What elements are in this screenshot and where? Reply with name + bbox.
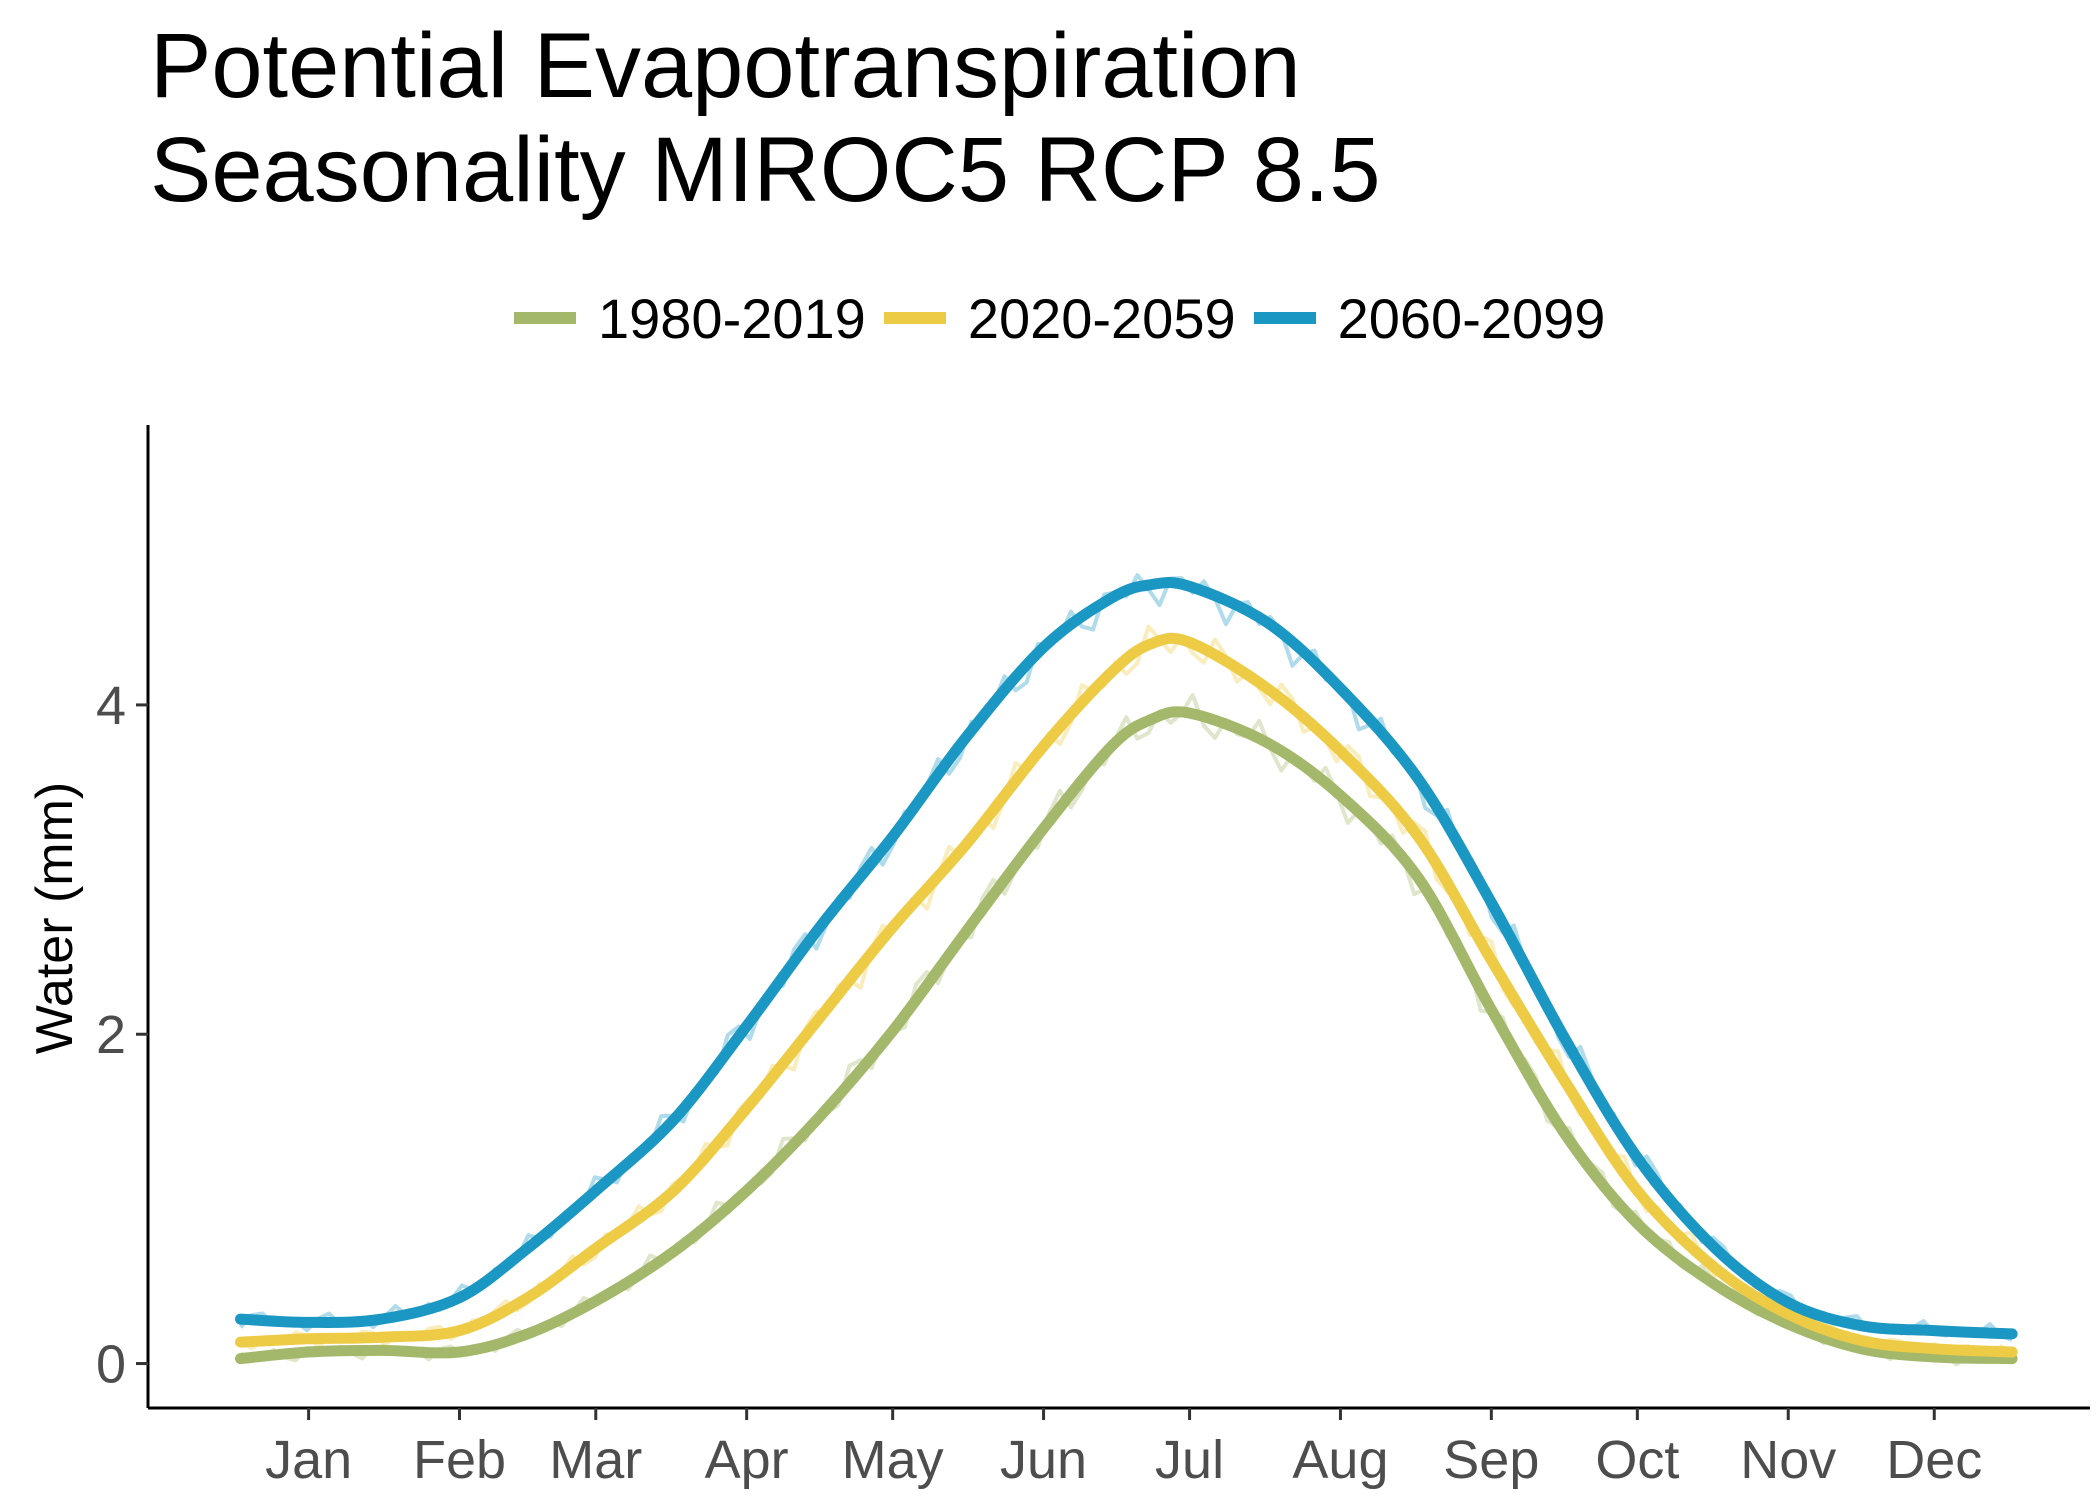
legend-item-2020-2059: 2020-2059	[883, 286, 1236, 351]
x-tick-label-mar: Mar	[549, 1430, 642, 1490]
chart-title-line-1: Potential Evapotranspiration	[150, 15, 1301, 117]
legend-label-2060-2099: 2060-2099	[1337, 286, 1606, 350]
legend-key-2060-2099	[1253, 312, 1316, 324]
legend-key-1980-2019	[514, 312, 576, 324]
x-tick-label-jan: Jan	[265, 1430, 352, 1490]
x-tick-label-feb: Feb	[413, 1430, 506, 1490]
axes	[146, 425, 2090, 1410]
series-line-1980-2019	[235, 706, 2018, 1365]
x-tick-label-sep: Sep	[1443, 1430, 1539, 1490]
x-tick-label-oct: Oct	[1595, 1430, 1679, 1490]
series-group	[235, 573, 2018, 1367]
legend-label-2020-2059: 2020-2059	[967, 286, 1236, 350]
legend-item-2060-2099: 2060-2099	[1253, 286, 1606, 351]
y-axis-title: Water (mm)	[26, 782, 84, 1054]
x-tick-label-jun: Jun	[1000, 1430, 1087, 1490]
y-tick-label-0: 0	[96, 1335, 126, 1395]
chart-title: Potential Evapotranspiration Seasonality…	[150, 14, 1381, 222]
x-tick-label-dec: Dec	[1886, 1430, 1982, 1490]
series-line-2060-2099	[235, 576, 2018, 1340]
y-tick-label-4: 4	[96, 676, 126, 736]
legend-label-1980-2019: 1980-2019	[598, 286, 866, 350]
x-tick-label-nov: Nov	[1740, 1430, 1836, 1490]
x-tick-label-apr: Apr	[705, 1430, 789, 1490]
series-raw-2060-2099	[239, 573, 2013, 1342]
legend-item-1980-2019: 1980-2019	[514, 286, 866, 351]
y-ticks: 0 2 4	[96, 676, 148, 1395]
y-tick-label-2: 2	[96, 1005, 126, 1065]
x-ticks: Jan Feb Mar Apr May Jun Jul Aug Sep Oct Nov Dec	[265, 1408, 1982, 1490]
x-tick-label-may: May	[842, 1430, 944, 1490]
x-tick-label-jul: Jul	[1155, 1430, 1224, 1490]
legend-key-2020-2059	[883, 312, 946, 324]
chart-title-line-2: Seasonality MIROC5 RCP 8.5	[150, 119, 1381, 221]
legend: 1980-2019 2020-2059 2060-2099	[514, 283, 1623, 353]
x-tick-label-aug: Aug	[1292, 1430, 1388, 1490]
series-line-2020-2059	[235, 632, 2018, 1358]
